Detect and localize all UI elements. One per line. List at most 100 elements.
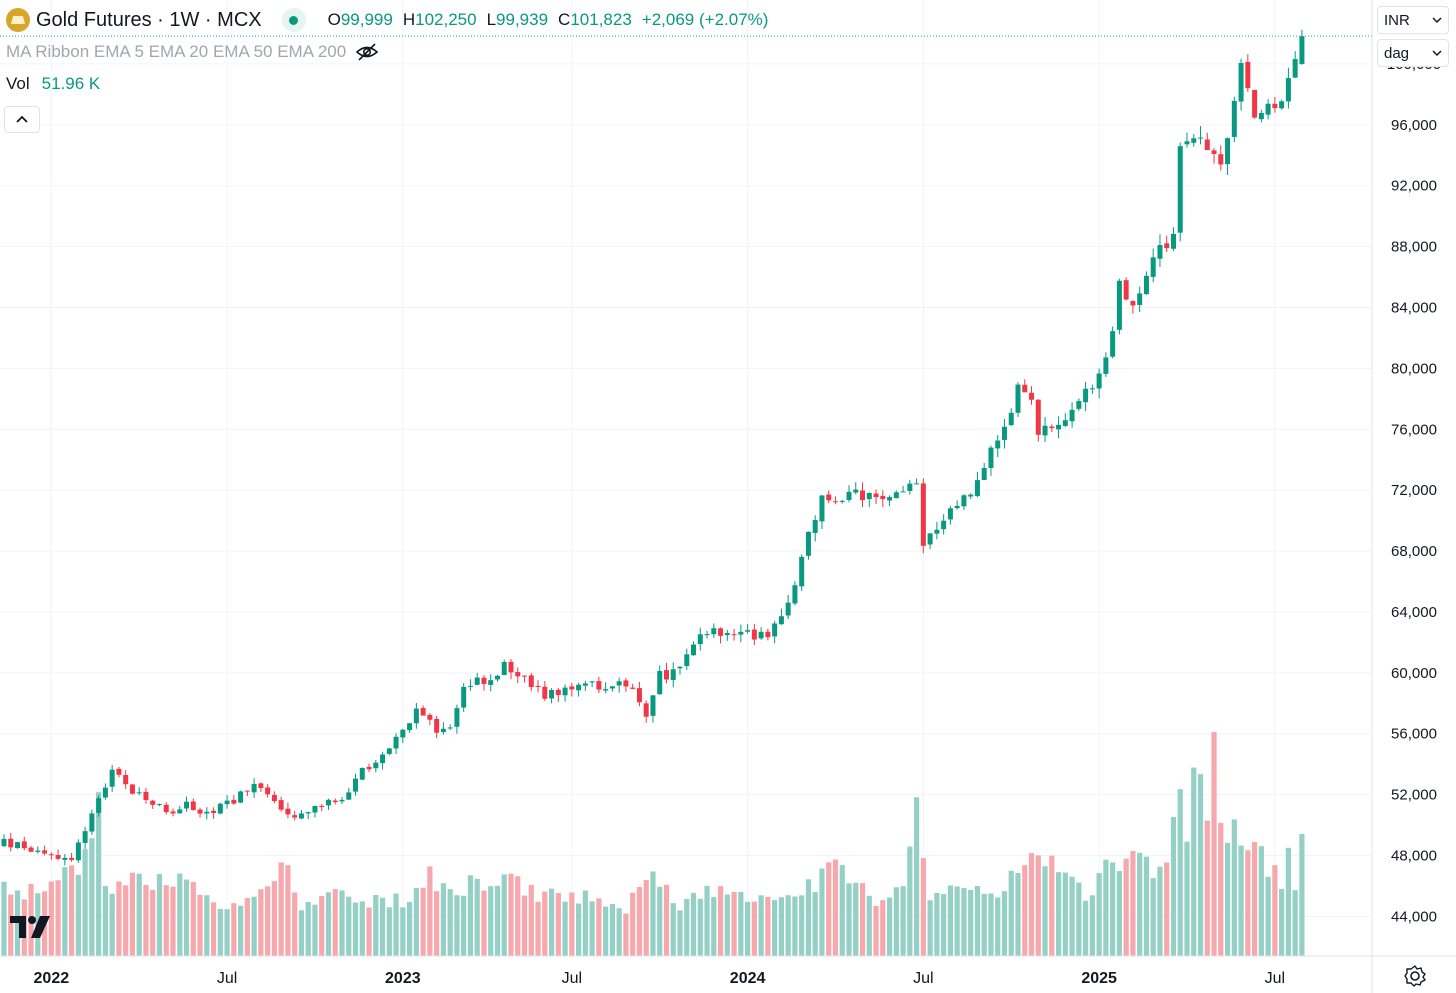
chevron-up-icon xyxy=(16,115,28,123)
market-status-icon[interactable] xyxy=(281,8,306,32)
candle-body xyxy=(1238,62,1244,102)
candle-body xyxy=(143,791,149,800)
volume-bar xyxy=(231,903,237,956)
candle-body xyxy=(1164,243,1170,249)
volume-bar xyxy=(82,849,88,956)
candle-body xyxy=(934,529,940,534)
candle-body xyxy=(1035,399,1041,435)
volume-bar xyxy=(393,893,399,956)
volume-bar xyxy=(488,886,494,956)
ma-ribbon-label[interactable]: MA Ribbon EMA 5 EMA 20 EMA 50 EMA 200 xyxy=(6,42,347,61)
candle-body xyxy=(981,467,987,481)
volume-bar xyxy=(751,901,757,956)
volume-bar xyxy=(738,891,744,956)
candle-body xyxy=(792,585,798,604)
volume-bar xyxy=(75,874,81,956)
volume-bar xyxy=(630,892,636,956)
volume-bar xyxy=(1204,820,1210,956)
volume-bar xyxy=(853,882,859,956)
candle-body xyxy=(724,633,730,636)
volume-bar xyxy=(765,896,771,956)
volume-bar xyxy=(258,889,264,956)
ma-ribbon-legend[interactable]: MA Ribbon EMA 5 EMA 20 EMA 50 EMA 200 xyxy=(6,41,380,63)
volume-bar xyxy=(717,886,724,956)
candle-body xyxy=(454,708,460,727)
collapse-legend-button[interactable] xyxy=(4,106,40,133)
volume-bar xyxy=(609,903,615,956)
volume-bar xyxy=(1083,900,1089,956)
eye-off-icon[interactable] xyxy=(354,41,380,63)
candle-body xyxy=(555,689,561,696)
candle-body xyxy=(312,806,318,813)
price-tick-label: 44,000 xyxy=(1391,908,1437,925)
volume-bar xyxy=(508,873,514,956)
volume-bar xyxy=(548,888,555,956)
volume-bar xyxy=(650,871,656,956)
volume-bar xyxy=(407,901,413,956)
settings-gear-icon[interactable] xyxy=(1402,963,1428,989)
candle-body xyxy=(751,629,757,640)
tradingview-logo[interactable] xyxy=(10,912,54,942)
candle-body xyxy=(576,684,582,691)
volume-bar xyxy=(873,905,879,956)
volume-bar xyxy=(961,888,967,956)
volume-bar xyxy=(1157,866,1163,956)
candle-body xyxy=(197,809,203,814)
candle-body xyxy=(467,685,473,687)
candle-body xyxy=(258,783,264,789)
candle-body xyxy=(434,718,440,733)
candle-body xyxy=(697,634,703,645)
candle-body xyxy=(1123,280,1129,300)
volume-bar xyxy=(14,890,21,956)
candle-body xyxy=(123,775,129,785)
volume-bar xyxy=(150,889,156,956)
candle-body xyxy=(853,489,859,493)
candle-body xyxy=(1069,409,1075,422)
volume-bar xyxy=(1137,852,1143,956)
volume-bar xyxy=(1177,789,1183,956)
candle-body xyxy=(1015,384,1021,413)
time-axis[interactable]: 2022 Jul 2023 Jul 2024 Jul 2025 Jul xyxy=(34,970,1286,987)
candle-body xyxy=(407,723,413,731)
candle-body xyxy=(346,792,352,800)
volume-bar xyxy=(663,884,670,956)
volume-bar xyxy=(1049,855,1055,956)
chart-title[interactable]: Gold Futures · 1W · MCX xyxy=(36,8,262,31)
candle-body xyxy=(494,675,500,680)
volume-bar xyxy=(914,797,920,956)
volume-bar xyxy=(62,867,68,956)
candle-body xyxy=(1130,301,1136,306)
candle-body xyxy=(887,497,893,501)
volume-bar xyxy=(636,886,643,956)
volume-bar xyxy=(670,903,676,956)
candle-body xyxy=(420,707,426,716)
candle-body xyxy=(1218,154,1224,165)
volume-bar xyxy=(805,879,812,956)
volume-bar xyxy=(941,894,947,956)
chevron-down-icon xyxy=(1432,50,1442,57)
volume-bar xyxy=(170,886,176,956)
candle-body xyxy=(238,791,244,803)
price-axis[interactable]: 44,000 48,000 52,000 56,000 60,000 64,000 68,0… xyxy=(1387,56,1441,925)
unit-select[interactable]: dag xyxy=(1377,39,1449,67)
volume-bar xyxy=(454,895,460,956)
price-tick-label: 84,000 xyxy=(1391,300,1437,317)
candle-body xyxy=(528,675,534,688)
candle-body xyxy=(542,686,548,699)
volume-bar xyxy=(772,900,778,956)
volume-bar xyxy=(907,846,913,956)
candle-body xyxy=(643,703,649,717)
candle-body xyxy=(204,811,210,814)
currency-select[interactable]: INR xyxy=(1377,6,1449,34)
price-tick-label: 64,000 xyxy=(1391,604,1437,621)
candle-body xyxy=(846,491,852,500)
volume-bar xyxy=(1130,850,1136,956)
volume-bar xyxy=(1022,865,1028,956)
price-tick-label: 68,000 xyxy=(1391,543,1437,560)
volume-bar xyxy=(373,895,379,956)
volume-series xyxy=(1,732,1305,956)
candle-body xyxy=(1137,293,1143,305)
volume-bar xyxy=(48,881,54,956)
candle-body xyxy=(650,695,656,716)
